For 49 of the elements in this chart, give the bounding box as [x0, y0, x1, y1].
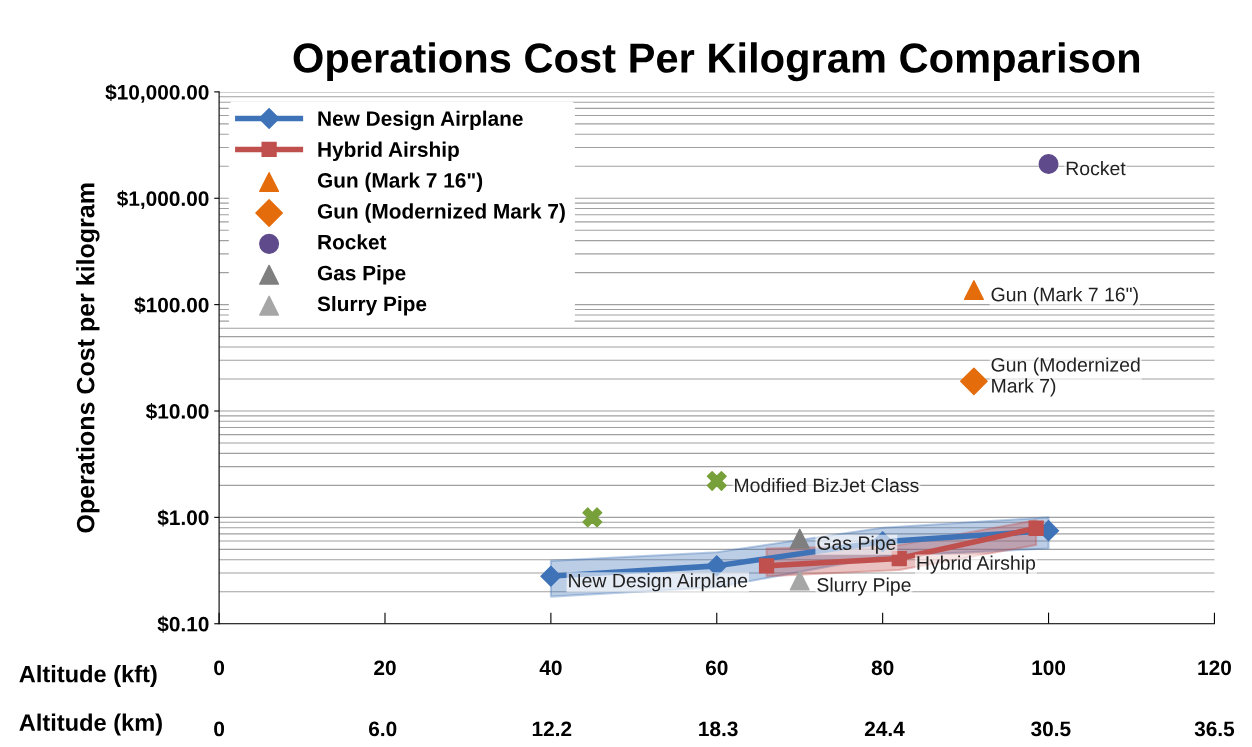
x-tick-label: 120: [1198, 660, 1231, 676]
point: [582, 507, 603, 528]
x-tick-label: 40: [539, 660, 562, 676]
point: [1028, 520, 1044, 536]
legend-label: Gun (Modernized Mark 7): [317, 203, 565, 223]
annotation: Hybrid Airship: [917, 555, 1036, 574]
annotation: Slurry Pipe: [817, 577, 911, 596]
x-tick-label: 20: [374, 660, 396, 676]
point: [963, 280, 984, 301]
point: [1038, 153, 1059, 174]
point: [540, 565, 562, 587]
x2-tick-label: 0: [214, 721, 225, 737]
x2-tick-label: 36.5: [1194, 721, 1235, 737]
x2-axis-title: Altitude (km): [19, 713, 162, 736]
point: [789, 570, 810, 591]
y-tick-label: $10,000.00: [105, 83, 209, 103]
point: [789, 528, 810, 549]
annotation: Modified BizJet Class: [735, 477, 919, 493]
chart-title: Operations Cost Per Kilogram Comparison: [293, 42, 1140, 82]
annotation: Gun (Mark 7 16"): [991, 287, 1138, 306]
annotation: New Design Airplane: [569, 573, 748, 592]
x2-tick-label: 24.4: [864, 721, 905, 737]
legend-label: Gas Pipe: [317, 265, 406, 285]
x2-tick-label: 12.2: [532, 721, 572, 737]
x2-tick-label: 6.0: [369, 721, 397, 737]
x-tick-label: 100: [1032, 660, 1066, 676]
y-tick-label: $0.10: [157, 615, 209, 633]
annotation: Rocket: [1066, 161, 1126, 176]
y-tick-label: $1,000.00: [116, 190, 209, 210]
legend-label: New Design Airplane: [318, 110, 523, 131]
x-axis-title: Altitude (kft): [19, 665, 157, 688]
y-tick-label: $100.00: [134, 296, 209, 314]
annotation: Gun (Modernized Mark 7): [991, 357, 1140, 397]
x-tick-label: 0: [214, 660, 225, 676]
legend-label: Rocket: [318, 234, 387, 250]
x2-tick-label: 18.3: [699, 721, 738, 737]
legend-label: Slurry Pipe: [317, 296, 427, 316]
annotation: Gas Pipe: [817, 535, 896, 554]
y-tick-label: $1.00: [157, 509, 209, 527]
legend-label: Hybrid Airship: [318, 141, 459, 162]
legend-label: Gun (Mark 7 16"): [317, 172, 483, 192]
x2-tick-label: 30.5: [1031, 721, 1071, 737]
y-tick-label: $10.00: [145, 403, 209, 421]
point: [758, 558, 775, 574]
point: [960, 367, 988, 396]
point: [706, 470, 727, 491]
x-tick-label: 60: [705, 660, 728, 676]
x-tick-label: 80: [871, 660, 894, 676]
y-axis-title: Operations Cost per kilogram: [76, 183, 100, 533]
